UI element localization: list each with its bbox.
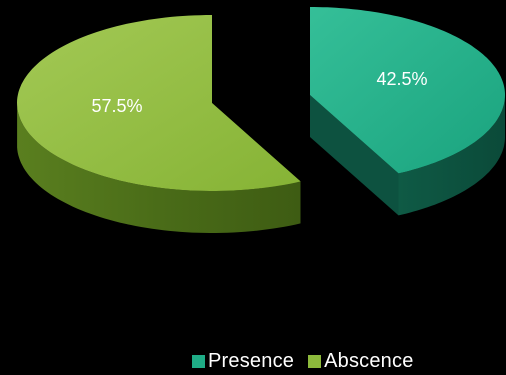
legend-item-abscence: Abscence xyxy=(308,350,413,373)
pie-slices xyxy=(17,7,505,233)
slice-abscence xyxy=(17,15,301,233)
legend-swatch-presence xyxy=(192,354,205,368)
slice-wall-presence-1 xyxy=(310,95,399,216)
data-label-abscence: 57.5% xyxy=(91,96,142,116)
legend-label-presence: Presence xyxy=(208,349,295,372)
slice-top-abscence xyxy=(17,15,301,191)
legend-item-presence: Presence xyxy=(192,350,294,373)
slice-side-presence xyxy=(398,95,505,216)
slice-side-abscence xyxy=(17,105,301,233)
slice-presence xyxy=(310,7,505,216)
data-label-presence: 42.5% xyxy=(376,69,427,89)
slice-top-presence xyxy=(310,7,505,174)
legend-swatch-abscence xyxy=(308,354,322,368)
legend-label-abscence: Abscence xyxy=(324,349,414,372)
legend: Presence Abscence xyxy=(192,350,414,372)
slice-labels: 57.5% 42.5% xyxy=(91,69,427,116)
